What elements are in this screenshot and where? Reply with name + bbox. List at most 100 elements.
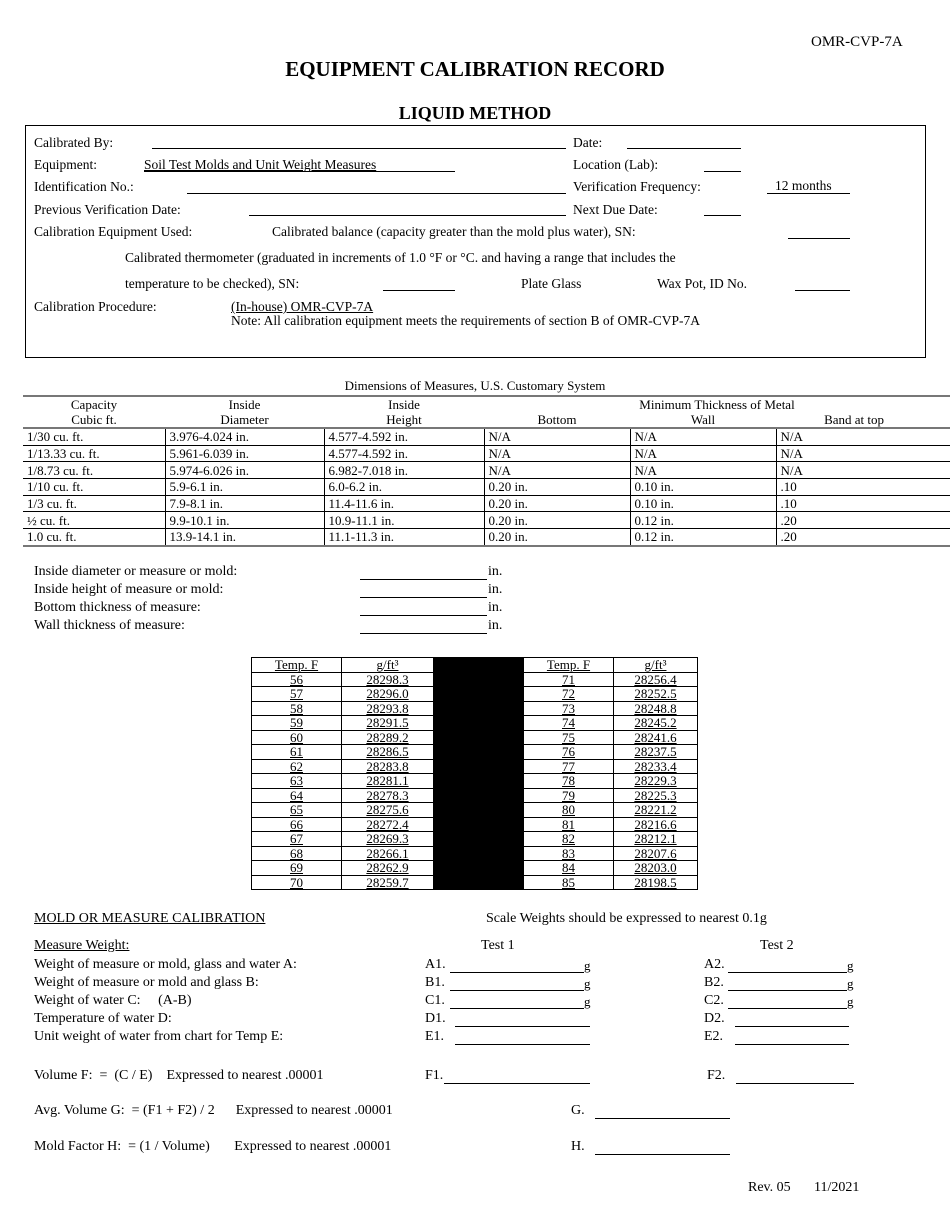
dimension-cell: N/A [629, 427, 776, 446]
test1-field[interactable] [450, 1008, 584, 1009]
measurement-field[interactable] [360, 597, 487, 598]
test2-label: B2. [704, 975, 724, 990]
dimension-cell: 0.12 in. [629, 511, 776, 529]
density-cell: 28281.1 [341, 773, 434, 789]
temp-cell: 69 [251, 860, 342, 876]
test2-header: Test 2 [760, 938, 794, 953]
dimension-cell: 1/13.33 cu. ft. [23, 444, 165, 462]
dimension-cell: 0.20 in. [483, 511, 630, 529]
dimension-cell: N/A [629, 444, 776, 462]
h-label: H. [571, 1139, 585, 1154]
measurement-unit: in. [488, 582, 503, 597]
density-cell: 28252.5 [613, 686, 698, 702]
dimension-row: 1/3 cu. ft. 7.9-8.1 in. 11.4-11.6 in. 0.20 … [23, 494, 950, 512]
temp-cell: 61 [251, 744, 342, 760]
water-table-row: 61 28286.5 76 28237.5 [251, 744, 698, 760]
equipment-field[interactable] [144, 171, 455, 172]
temp-cell: 72 [523, 686, 614, 702]
temp-header: Temp. F [523, 657, 614, 673]
mold-heading: MOLD OR MEASURE CALIBRATION [34, 911, 266, 926]
calibrated-by-label: Calibrated By: [34, 135, 114, 150]
calibration-note: Note: All calibration equipment meets th… [231, 313, 701, 328]
measurement-unit: in. [488, 600, 503, 615]
unit: g [584, 958, 591, 973]
test2-field[interactable] [728, 972, 847, 973]
density-cell: 28293.8 [341, 700, 434, 716]
water-table-row: 57 28296.0 72 28252.5 [251, 686, 698, 890]
measurement-field[interactable] [360, 579, 487, 580]
dimension-cell: 6.982-7.018 in. [323, 461, 484, 479]
density-cell: 28291.5 [341, 715, 434, 731]
next-due-field[interactable] [704, 215, 741, 216]
previous-verification-field[interactable] [249, 215, 566, 216]
col-header: Height [324, 412, 484, 429]
temp-cell: 74 [523, 715, 614, 731]
wax-pot-field[interactable] [795, 290, 850, 291]
header-info-box [25, 125, 926, 358]
thermometer-sn-field[interactable] [383, 290, 455, 291]
temp-cell: 77 [523, 758, 614, 774]
density-cell: 28266.1 [341, 845, 434, 861]
col-header: Wall [630, 412, 776, 429]
temp-cell: 78 [523, 773, 614, 789]
identification-field[interactable] [187, 193, 566, 194]
density-header: g/ft³ [613, 657, 698, 673]
test1-label: C1. [425, 993, 445, 1008]
mold-row-label: Weight of measure or mold and glass B: [34, 975, 259, 990]
date-field[interactable] [627, 148, 741, 149]
dimension-cell: N/A [483, 427, 630, 446]
unit: g [584, 976, 591, 991]
equipment-value: Soil Test Molds and Unit Weight Measures [144, 157, 377, 172]
balance-sn-field[interactable] [788, 238, 850, 239]
f1-field[interactable] [444, 1083, 590, 1084]
unit: g [847, 994, 854, 1009]
f2-field[interactable] [736, 1083, 854, 1084]
density-cell: 28237.5 [613, 744, 698, 760]
col-header: Capacity [70, 397, 118, 412]
g-field[interactable] [595, 1118, 730, 1119]
water-table-row: 68 28266.1 83 28207.6 [251, 845, 698, 861]
dimension-cell: 1/8.73 cu. ft. [23, 461, 165, 479]
test2-label: A2. [704, 957, 725, 972]
test2-field[interactable] [735, 1026, 849, 1027]
procedure-value: (In-house) OMR-CVP-7A [231, 299, 374, 314]
density-cell: 28225.3 [613, 787, 698, 803]
dimension-cell: 1/3 cu. ft. [23, 494, 165, 512]
test2-field[interactable] [728, 990, 847, 991]
equipment-label: Equipment: [34, 157, 97, 172]
temp-cell: 84 [523, 860, 614, 876]
test1-field[interactable] [450, 990, 584, 991]
dimension-cell: 5.974-6.026 in. [164, 461, 324, 479]
h-field[interactable] [595, 1154, 730, 1155]
test2-field[interactable] [735, 1044, 849, 1045]
dimension-cell: 7.9-8.1 in. [164, 494, 324, 512]
density-cell: 28256.4 [613, 671, 698, 687]
dimensions-caption: Dimensions of Measures, U.S. Customary S… [344, 378, 606, 393]
dimension-cell: 10.9-11.1 in. [323, 511, 484, 529]
dimension-row: 1/8.73 cu. ft. 5.974-6.026 in. 6.982-7.018… [23, 461, 950, 479]
test1-field[interactable] [455, 1044, 590, 1045]
location-field[interactable] [704, 171, 741, 172]
density-cell: 28198.5 [613, 874, 698, 890]
test1-label: D1. [425, 1011, 446, 1026]
dimension-cell: 0.12 in. [629, 528, 776, 546]
temp-cell: 62 [251, 758, 342, 774]
dimension-cell: .10 [775, 478, 950, 496]
dimension-cell: 5.961-6.039 in. [164, 444, 324, 462]
test2-field[interactable] [728, 1008, 847, 1009]
test1-field[interactable] [450, 972, 584, 973]
wax-pot-label: Wax Pot, ID No. [657, 276, 748, 291]
dimension-cell: 1/30 cu. ft. [23, 427, 165, 446]
measurement-field[interactable] [360, 615, 487, 616]
dimension-cell: .20 [775, 511, 950, 529]
water-table-row: 63 28281.1 78 28229.3 [251, 773, 698, 789]
test1-field[interactable] [455, 1026, 590, 1027]
temp-cell: 80 [523, 802, 614, 818]
dimension-cell: 4.577-4.592 in. [323, 444, 484, 462]
dimension-cell: 1/10 cu. ft. [23, 478, 165, 496]
measurement-field[interactable] [360, 633, 487, 634]
measurement-unit: in. [488, 564, 503, 579]
measurement-label: Bottom thickness of measure: [34, 600, 201, 615]
calibrated-by-field[interactable] [152, 148, 566, 149]
